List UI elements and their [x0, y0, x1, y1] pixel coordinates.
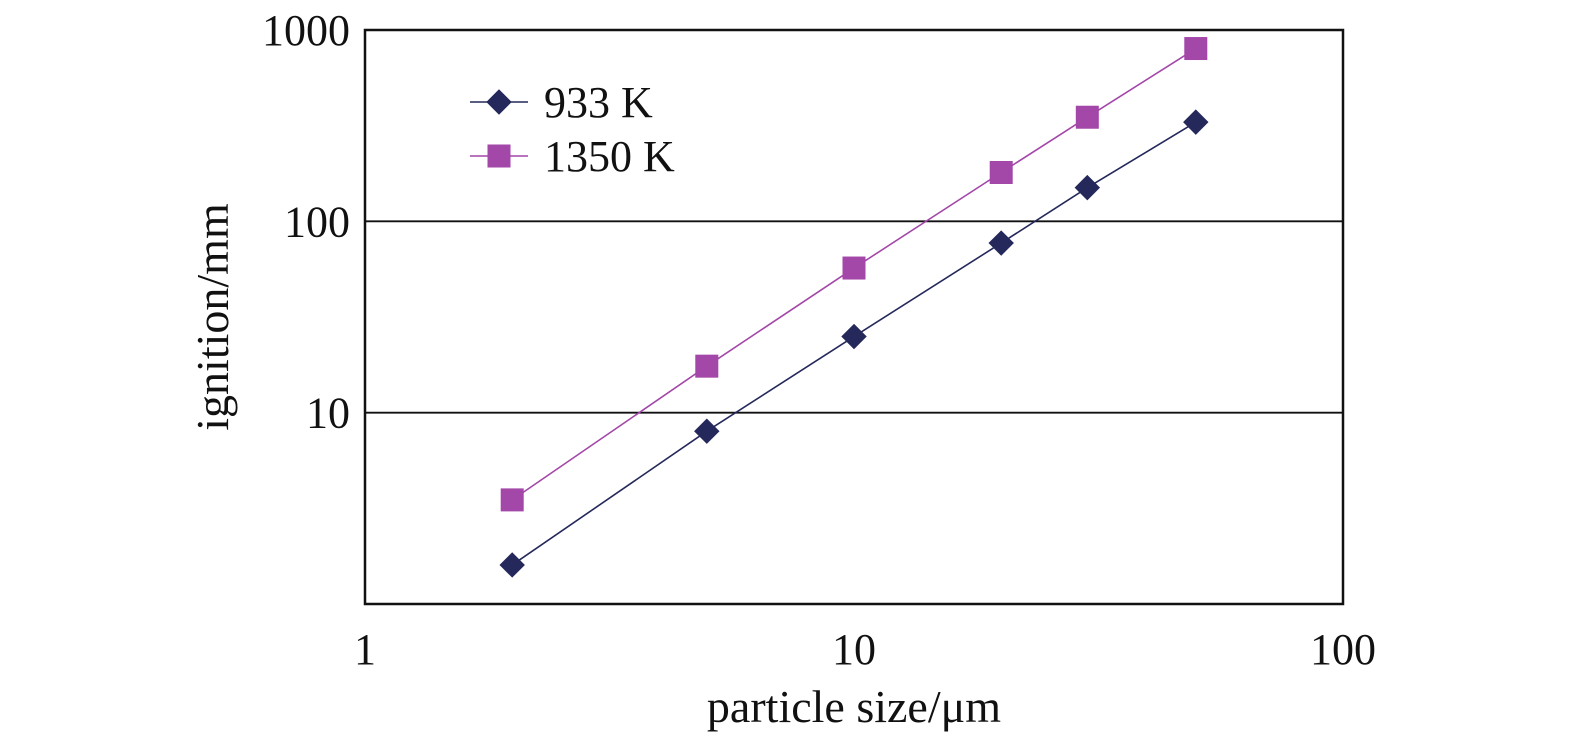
series-layer [499, 37, 1209, 578]
data-point [1075, 105, 1099, 129]
legend: 933 K 1350 K [470, 78, 675, 181]
x-axis-title: particle size/μm [707, 681, 1001, 732]
legend-item: 933 K [470, 78, 653, 127]
y-tick-label: 100 [284, 197, 350, 246]
tick-layer: 10 100 1000 1 10 100 [262, 6, 1376, 674]
series-line [511, 121, 1197, 566]
data-point [1074, 174, 1101, 201]
data-point [500, 488, 524, 512]
series-2 [500, 37, 1208, 512]
data-point [842, 256, 866, 280]
data-point [841, 323, 867, 350]
x-tick-label: 1 [354, 625, 376, 674]
grid-layer [365, 220, 1343, 414]
data-point [988, 230, 1014, 256]
data-point [989, 160, 1013, 184]
data-point [695, 354, 719, 378]
x-tick-label: 10 [832, 625, 876, 674]
series-1 [499, 109, 1209, 578]
data-point [694, 418, 720, 444]
x-tick-label: 100 [1310, 625, 1376, 674]
legend-label: 1350 K [544, 132, 675, 181]
legend-label: 933 K [544, 78, 653, 127]
plot-frame [363, 28, 1345, 606]
data-point [1183, 109, 1209, 135]
y-tick-label: 1000 [262, 6, 350, 55]
legend-marker [487, 144, 511, 168]
data-point [1184, 37, 1208, 61]
series-line [511, 47, 1197, 501]
y-axis-title: ignition/mm [187, 203, 238, 431]
legend-item: 1350 K [470, 132, 675, 181]
data-point [499, 552, 525, 578]
legend-marker [486, 89, 512, 115]
y-tick-label: 10 [306, 389, 350, 438]
